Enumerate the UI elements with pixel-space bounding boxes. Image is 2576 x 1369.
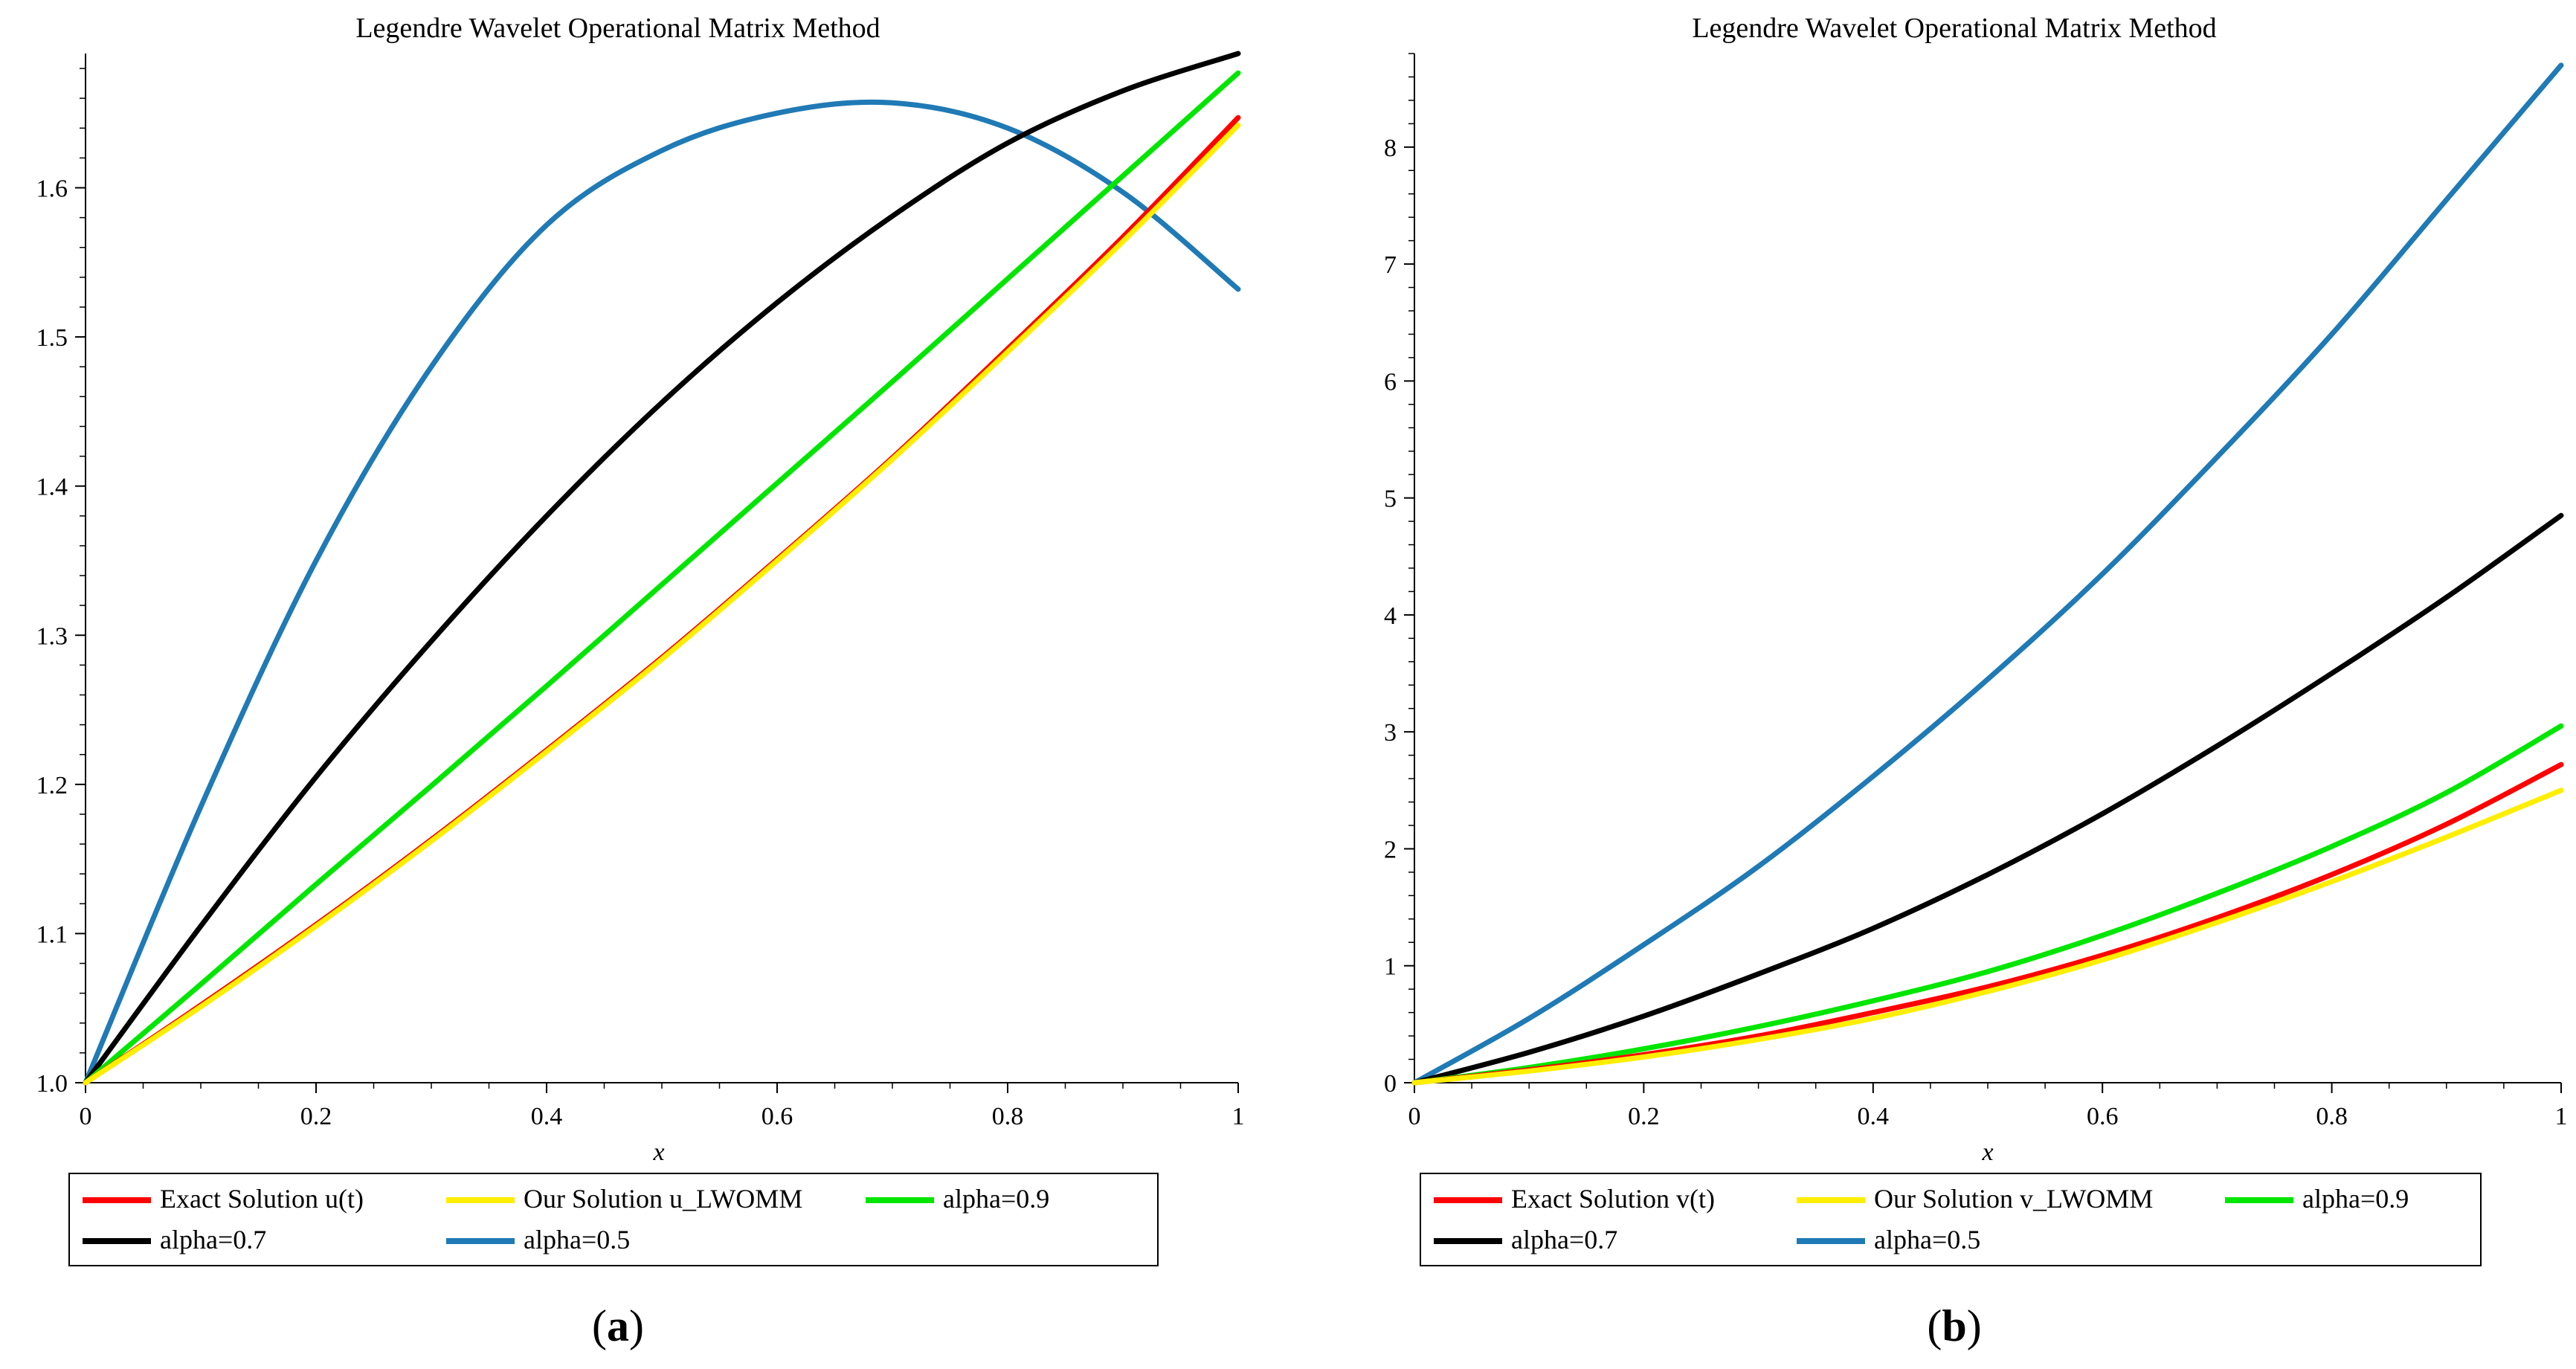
legend-label: alpha=0.9 — [943, 1184, 1049, 1214]
legend: Exact Solution u(t) Our Solution u_LWOMM a… — [68, 1173, 1159, 1266]
y-tick-label: 3 — [1384, 719, 1397, 747]
chart-title: Legendre Wavelet Operational Matrix Meth… — [1692, 13, 2216, 44]
x-axis-label: x — [652, 1138, 664, 1166]
series-line-our-solution-u-lwomm — [83, 122, 1241, 1086]
y-tick-label: 1.5 — [36, 324, 68, 352]
series-line-alpha-0-7 — [1411, 512, 2564, 1086]
chart-panel-a: Legendre Wavelet Operational Matrix Meth… — [36, 13, 1245, 1350]
series-line-our-solution-v-lwomm — [1411, 787, 2564, 1086]
axes: 0 0.2 0.4 0.6 0.8 1 1.0 1.1 1.2 1.3 1.4 1.5 1.6 — [36, 54, 1245, 1130]
x-tick-label: 0.6 — [761, 1103, 793, 1130]
y-tick-label: 1.1 — [36, 921, 68, 948]
y-tick-label: 0 — [1384, 1070, 1397, 1098]
legend-label: alpha=0.7 — [1511, 1225, 1617, 1254]
chart-panel-b: Legendre Wavelet Operational Matrix Meth… — [1384, 13, 2568, 1350]
legend-label: alpha=0.9 — [2302, 1184, 2409, 1214]
legend-label: Exact Solution u(t) — [160, 1184, 364, 1214]
x-tick-label: 0.8 — [992, 1103, 1024, 1130]
y-tick-label: 1.3 — [36, 622, 68, 650]
x-tick-label: 1 — [1232, 1103, 1245, 1130]
legend-label: Our Solution v_LWOMM — [1874, 1184, 2153, 1214]
x-tick-label: 0.2 — [300, 1103, 332, 1130]
x-tick-label: 0.2 — [1628, 1103, 1660, 1130]
x-tick-label: 0.6 — [2087, 1103, 2119, 1130]
y-tick-label: 6 — [1384, 368, 1397, 396]
x-tick-label: 0.4 — [1858, 1103, 1890, 1130]
legend-label: alpha=0.5 — [524, 1225, 630, 1254]
y-tick-label: 1 — [1384, 953, 1397, 981]
x-tick-label: 1 — [2555, 1103, 2568, 1130]
legend-box — [68, 1173, 1159, 1266]
series-group — [83, 51, 1241, 1086]
legend-label: Our Solution u_LWOMM — [524, 1184, 802, 1214]
legend-label: Exact Solution v(t) — [1511, 1184, 1715, 1214]
legend-label: alpha=0.7 — [160, 1225, 266, 1254]
legend: Exact Solution v(t) Our Solution v_LWOMM a… — [1420, 1173, 2482, 1266]
series-line-alpha-0-5 — [83, 99, 1241, 1086]
y-tick-label: 5 — [1384, 486, 1397, 513]
y-tick-label: 1.0 — [36, 1070, 68, 1098]
axes: 0 0.2 0.4 0.6 0.8 1 0 1 2 3 4 5 6 7 8 — [1384, 53, 2568, 1130]
series-line-alpha-0-7 — [83, 51, 1241, 1086]
x-tick-label: 0 — [80, 1103, 92, 1130]
legend-label: alpha=0.5 — [1874, 1225, 1980, 1254]
x-tick-label: 0 — [1408, 1103, 1421, 1130]
y-tick-label: 8 — [1384, 135, 1397, 162]
panel-caption: (a) — [592, 1301, 644, 1350]
x-tick-label: 0.4 — [531, 1103, 563, 1130]
series-line-alpha-0-9 — [1411, 723, 2564, 1086]
y-tick-label: 4 — [1384, 602, 1397, 630]
y-tick-label: 1.4 — [36, 474, 68, 501]
legend-box — [1420, 1173, 2482, 1266]
series-line-alpha-0-5 — [1411, 62, 2564, 1086]
x-axis-label: x — [1981, 1138, 1993, 1166]
panel-caption-letter: a — [607, 1301, 629, 1350]
panel-caption-letter: b — [1942, 1301, 1966, 1350]
panel-caption: (b) — [1927, 1301, 1981, 1350]
y-tick-label: 2 — [1384, 836, 1397, 863]
y-tick-label: 7 — [1384, 251, 1397, 279]
y-tick-label: 1.2 — [36, 772, 68, 799]
x-tick-label: 0.8 — [2316, 1103, 2348, 1130]
chart-title: Legendre Wavelet Operational Matrix Meth… — [355, 13, 880, 44]
series-line-alpha-0-9 — [83, 70, 1241, 1086]
series-group — [1411, 62, 2564, 1086]
y-tick-label: 1.6 — [36, 175, 68, 203]
